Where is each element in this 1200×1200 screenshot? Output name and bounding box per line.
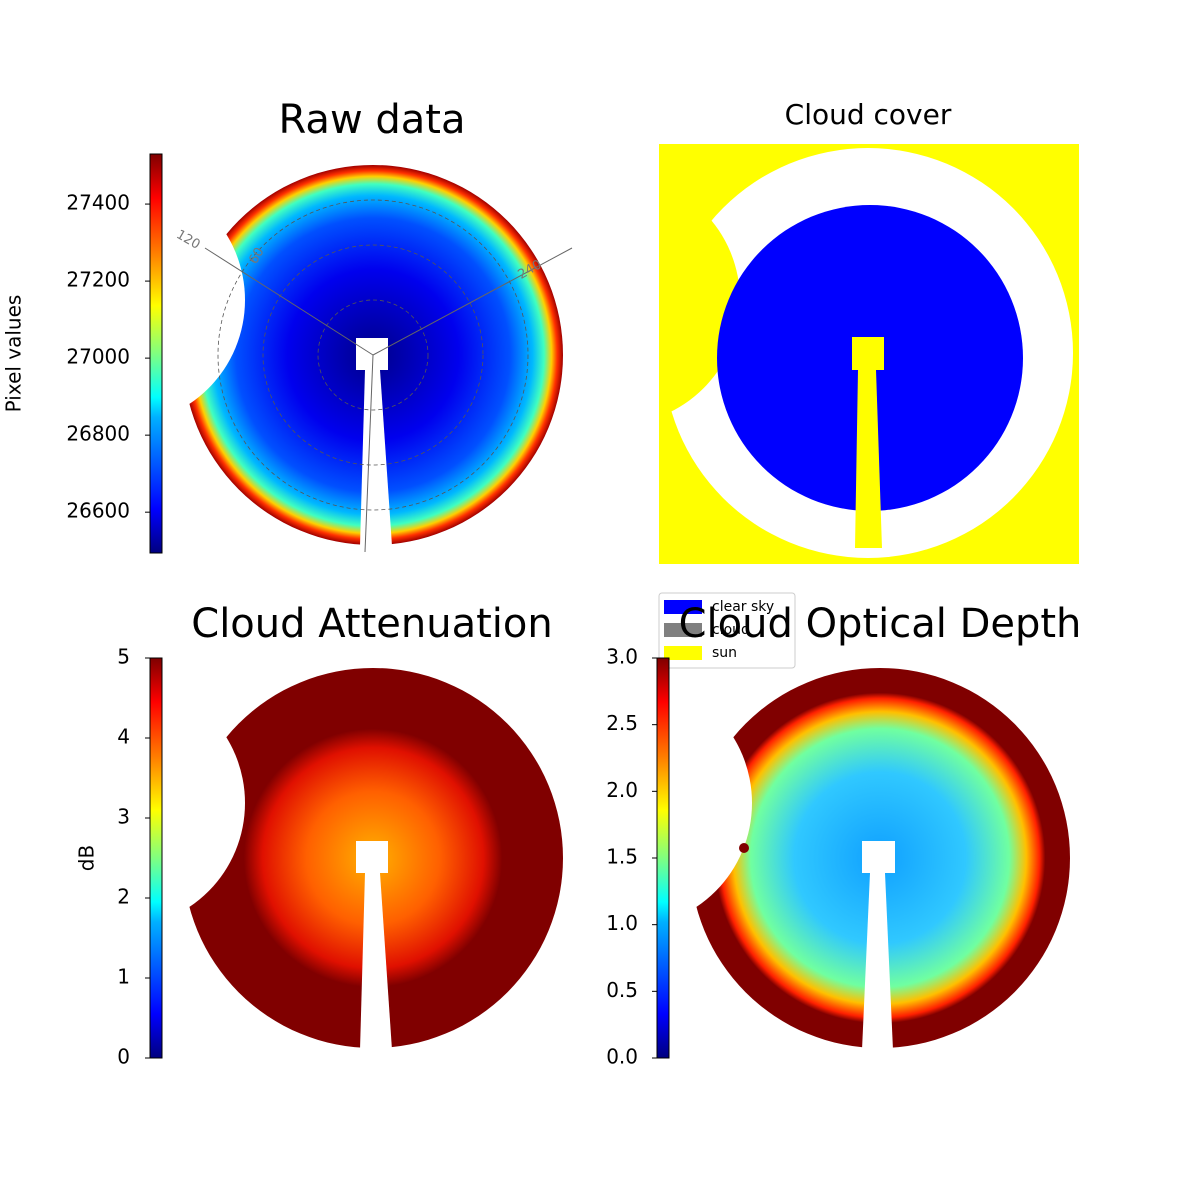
colorbar-label: Pixel values [2, 295, 26, 413]
sun-sensor [852, 337, 884, 370]
legend-label: cloud [712, 622, 750, 638]
colorbar-tick-label: 1 [117, 965, 130, 989]
colorbar-tick-label: 27000 [66, 345, 130, 369]
chart-title: Cloud Optical Depth [679, 601, 1082, 647]
colorbar-tick-label: 1.5 [606, 845, 638, 869]
polar-label: 60 [246, 245, 267, 267]
chart-title: Raw data [279, 97, 466, 143]
colorbar-tick-label: 27200 [66, 268, 130, 292]
colorbar-tick-label: 2.5 [606, 711, 638, 735]
polar-grid [217, 199, 529, 511]
legend-swatch [664, 600, 702, 614]
colorbar-tick-label: 0.0 [606, 1045, 638, 1069]
chart-title: Cloud Attenuation [191, 601, 552, 647]
legend-label: sun [712, 645, 737, 661]
optical-depth-image [690, 668, 1072, 1053]
chart-title: Cloud cover [785, 98, 952, 131]
colorbar-tick-label: 0.5 [606, 978, 638, 1002]
colorbar-tick-label: 26800 [66, 422, 130, 446]
sun-stem [855, 370, 882, 548]
colorbar-tick-label: 2 [117, 885, 130, 909]
colorbar-label: dB [75, 845, 99, 871]
legend-label: clear sky [712, 599, 774, 615]
colorbar-tick-label: 3.0 [606, 645, 638, 669]
colorbar-tick-label: 2.0 [606, 778, 638, 802]
colorbar-tick-label: 5 [117, 645, 130, 669]
colorbar [656, 657, 670, 1059]
optical-depth-spot [739, 843, 749, 853]
colorbar [149, 657, 163, 1059]
colorbar-tick-label: 1.0 [606, 911, 638, 935]
legend-swatch [664, 623, 702, 637]
colorbar-tick-label: 26600 [66, 499, 130, 523]
polar-axes [204, 247, 573, 553]
colorbar-tick-label: 3 [117, 805, 130, 829]
legend-swatch [664, 646, 702, 660]
colorbar-tick-label: 27400 [66, 191, 130, 215]
raw-image [185, 165, 565, 550]
colorbar [149, 153, 163, 554]
colorbar-tick-label: 0 [117, 1045, 130, 1069]
attenuation-image [185, 668, 565, 1053]
colorbar-tick-label: 4 [117, 725, 130, 749]
